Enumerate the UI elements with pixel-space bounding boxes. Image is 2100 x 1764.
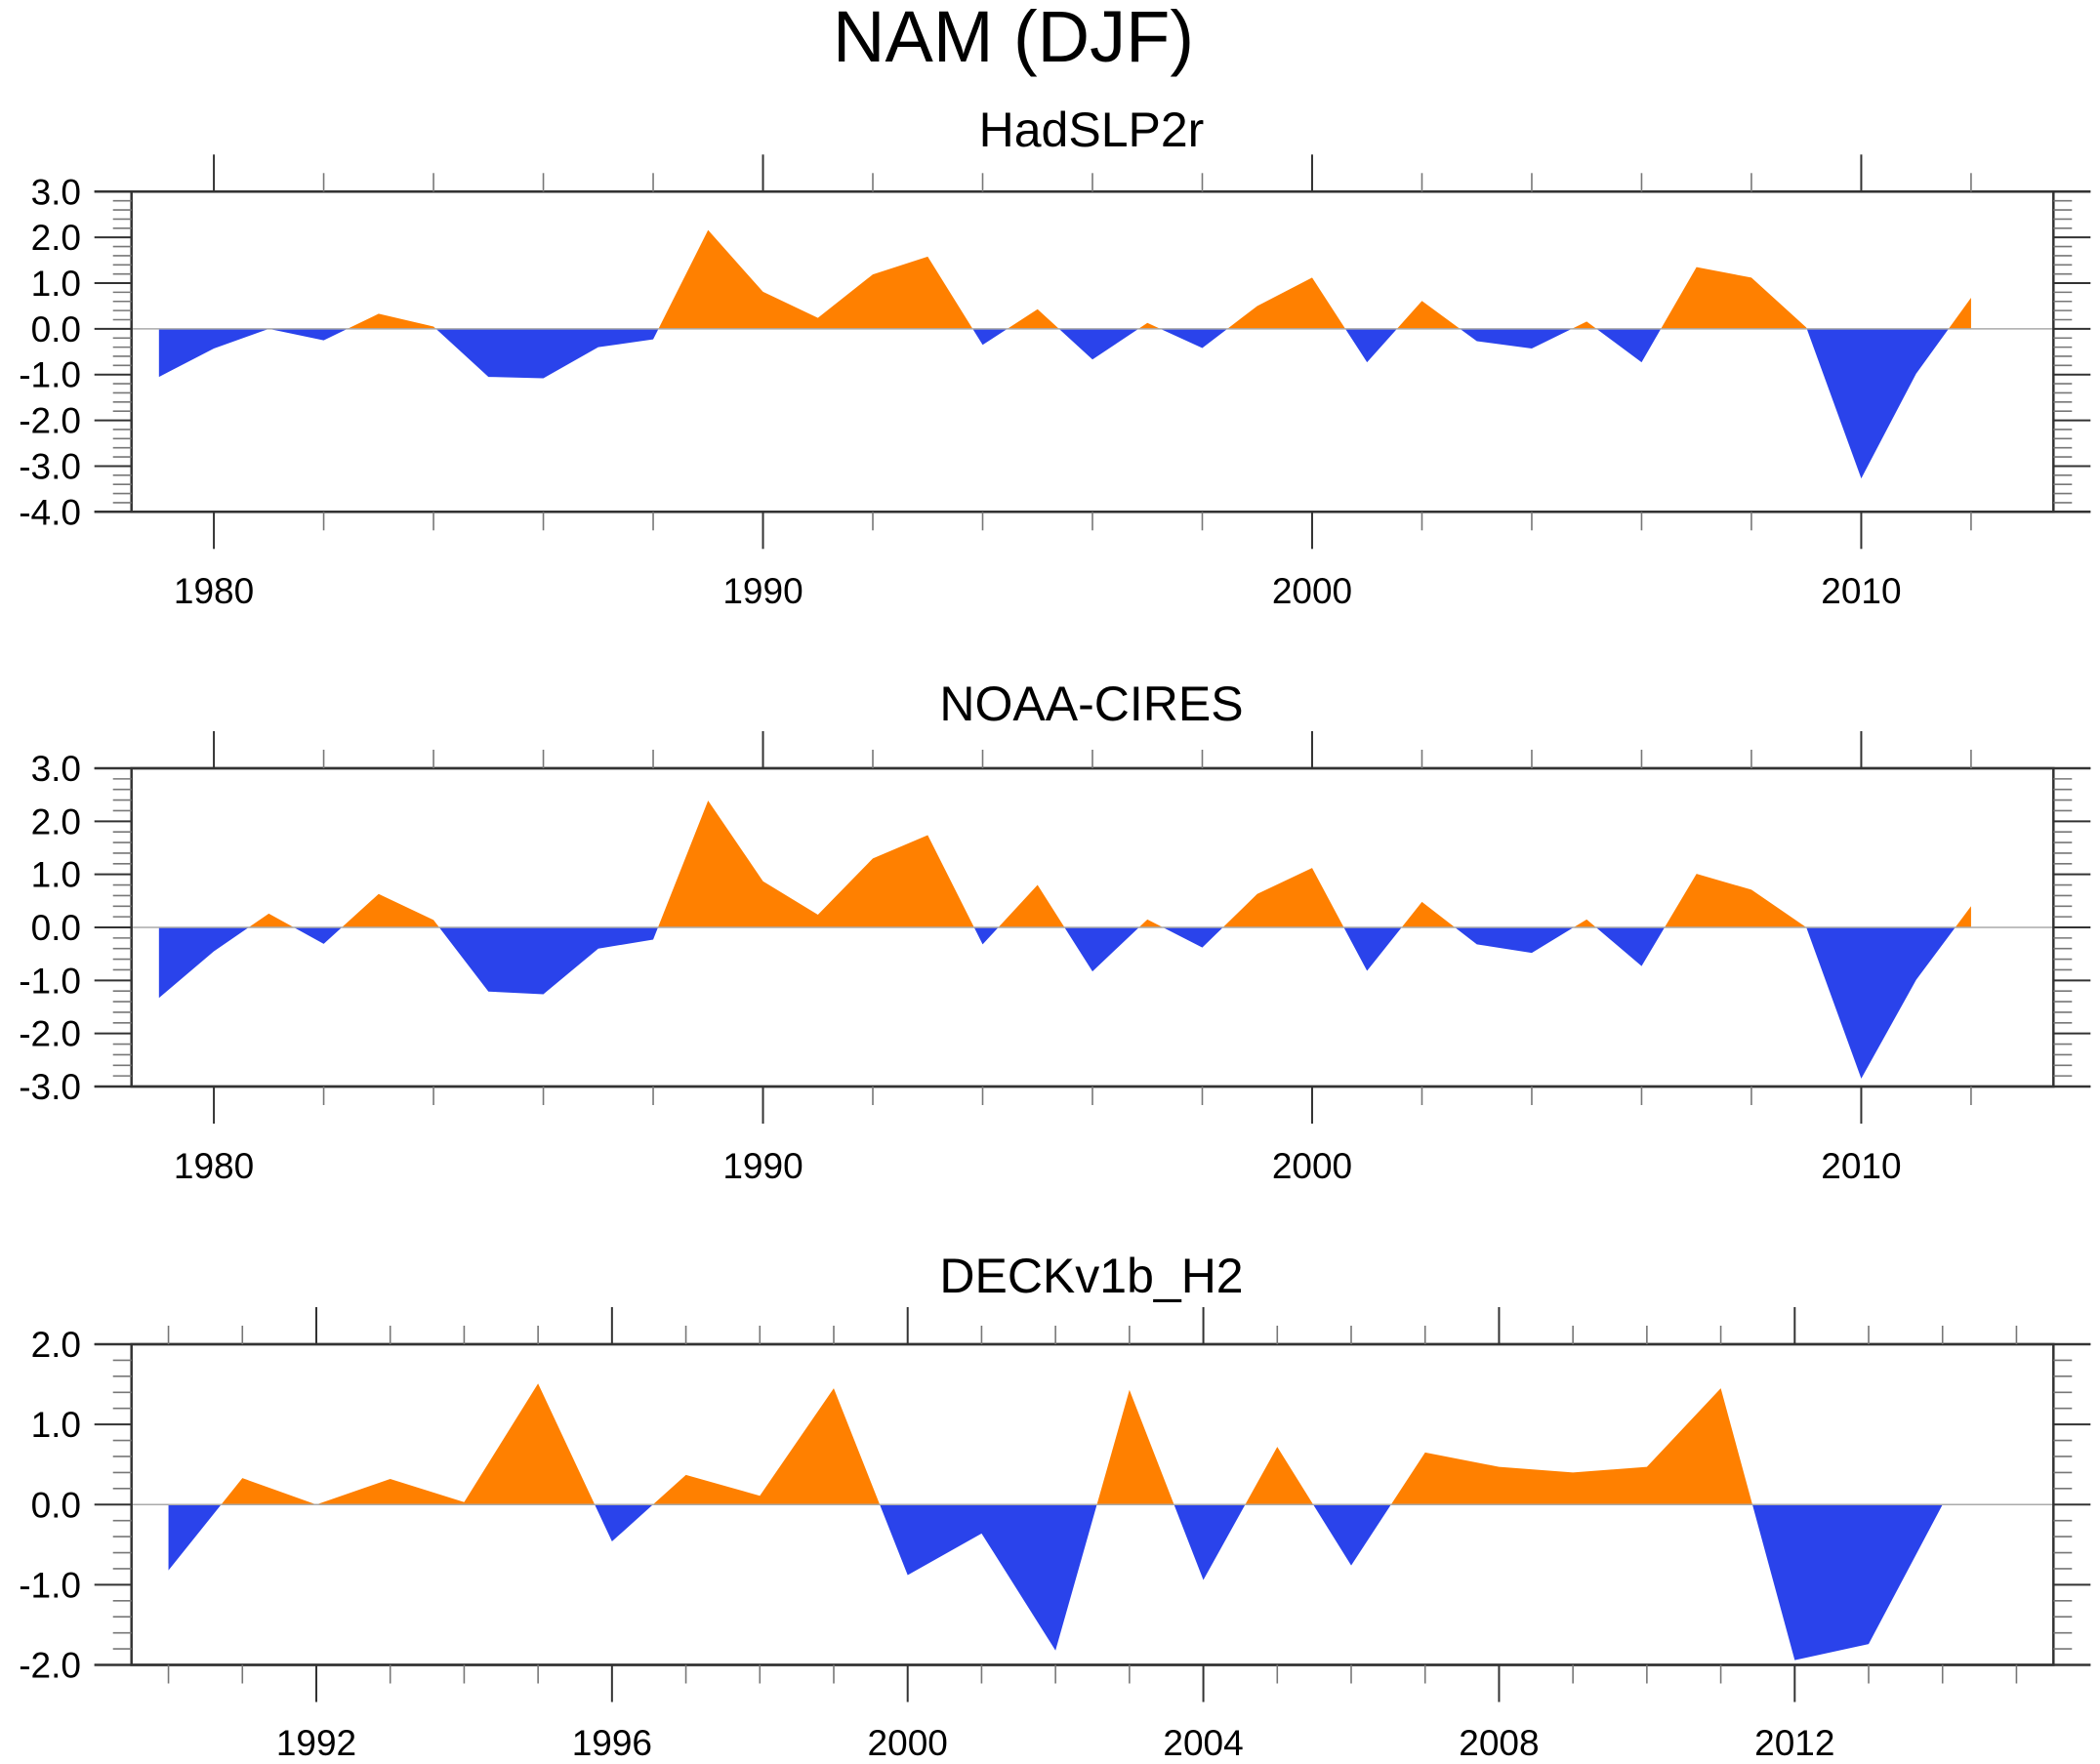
hadslp2r-y-tick-label: -3.0 (19, 446, 81, 486)
deckv1b-h2-x-tick-label: 1992 (276, 1723, 356, 1763)
deckv1b-h2-positive-area (168, 1383, 1943, 1505)
hadslp2r-x-tick-label: 2000 (1272, 571, 1352, 611)
deckv1b-h2-x-tick-label: 2000 (868, 1723, 948, 1763)
noaa-cires-x-tick-label: 1980 (174, 1146, 254, 1186)
noaa-cires-y-tick-label: 3.0 (31, 749, 81, 789)
hadslp2r-y-tick-label: 1.0 (31, 264, 81, 304)
deckv1b-h2-y-tick-label: 2.0 (31, 1325, 81, 1365)
hadslp2r-y-tick-label: -1.0 (19, 355, 81, 395)
hadslp2r-x-tick-label: 1990 (722, 571, 803, 611)
hadslp2r-y-tick-label: 3.0 (31, 172, 81, 212)
noaa-cires-y-tick-label: -1.0 (19, 961, 81, 1001)
deckv1b-h2-x-tick-label: 1996 (572, 1723, 652, 1763)
hadslp2r-x-tick-label: 1980 (174, 571, 254, 611)
deckv1b-h2-x-tick-label: 2012 (1754, 1723, 1834, 1763)
panel-title-deckv1b-h2: DECKv1b_H2 (939, 1249, 1243, 1303)
hadslp2r-x-tick-label: 2010 (1821, 571, 1901, 611)
noaa-cires-y-tick-label: 0.0 (31, 908, 81, 948)
hadslp2r-y-tick-label: -4.0 (19, 492, 81, 532)
noaa-cires-x-tick-label: 1990 (722, 1146, 803, 1186)
panel-noaa-cires: NOAA-CIRES 1980 1990 2000 2010 3.0 2.0 1.0 0.0 -… (19, 677, 2091, 1186)
deckv1b-h2-x-tick-label: 2004 (1163, 1723, 1243, 1763)
hadslp2r-y-tick-label: 2.0 (31, 218, 81, 258)
noaa-cires-x-tick-label: 2010 (1821, 1146, 1901, 1186)
panel-title-noaa-cires: NOAA-CIRES (939, 677, 1243, 731)
hadslp2r-y-tick-label: 0.0 (31, 309, 81, 349)
panel-deckv1b-h2: DECKv1b_H2 1992 1996 2000 2004 2008 2012 2.0 1.… (19, 1249, 2091, 1763)
noaa-cires-y-tick-label: -2.0 (19, 1014, 81, 1054)
hadslp2r-positive-area (158, 229, 1971, 329)
panel-hadslp2r: HadSLP2r 1980 1990 2000 2010 3.0 2.0 1.0 0.0 -1.… (19, 103, 2091, 611)
noaa-cires-x-tick-label: 2000 (1272, 1146, 1352, 1186)
noaa-cires-y-tick-label: 1.0 (31, 855, 81, 895)
deckv1b-h2-negative-area (168, 1504, 1943, 1661)
deckv1b-h2-y-tick-label: -1.0 (19, 1565, 81, 1605)
panel-title-hadslp2r: HadSLP2r (979, 103, 1205, 157)
noaa-cires-y-tick-label: -3.0 (19, 1067, 81, 1107)
hadslp2r-y-tick-label: -2.0 (19, 401, 81, 441)
deckv1b-h2-y-tick-label: -2.0 (19, 1646, 81, 1686)
deckv1b-h2-y-tick-label: 0.0 (31, 1485, 81, 1525)
noaa-cires-y-tick-label: 2.0 (31, 801, 81, 841)
figure-title: NAM (DJF) (833, 0, 1194, 77)
deckv1b-h2-x-tick-label: 2008 (1459, 1723, 1539, 1763)
deckv1b-h2-y-tick-label: 1.0 (31, 1405, 81, 1445)
